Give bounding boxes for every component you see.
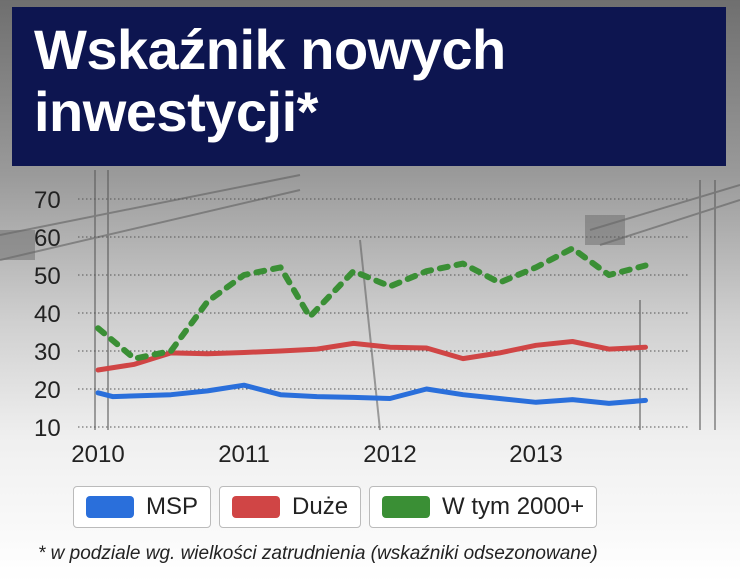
title-line-2: inwestycji* [34, 80, 318, 143]
y-tick-label-50: 50 [34, 263, 61, 290]
x-tick-label-2012: 2012 [363, 441, 416, 468]
chart-title: Wskaźnik nowych inwestycji* [34, 19, 714, 143]
series-line-w-tym-2000- [95, 245, 649, 362]
legend-label-msp: MSP [146, 493, 199, 520]
legend-swatch-w-tym-2000 [382, 496, 431, 518]
y-tick-label-30: 30 [34, 339, 61, 366]
x-tick-label-2010: 2010 [71, 441, 124, 468]
x-tick-label-2011: 2011 [218, 441, 270, 468]
legend-item-msp: MSP [73, 486, 212, 528]
y-tick-label-40: 40 [34, 301, 61, 328]
y-tick-label-60: 60 [34, 225, 61, 252]
series-line-du-e [95, 339, 648, 373]
legend-item-w-tym-2000: W tym 2000+ [369, 486, 598, 528]
series-line-msp [95, 382, 648, 406]
y-tick-label-20: 20 [34, 377, 61, 404]
y-tick-label-10: 10 [34, 415, 61, 442]
title-banner: Wskaźnik nowych inwestycji* [12, 7, 726, 166]
legend-label-w-tym-2000: W tym 2000+ [442, 493, 585, 520]
y-tick-label-70: 70 [34, 187, 61, 214]
footnote: * w podziale wg. wielkości zatrudnienia … [38, 543, 598, 564]
legend-swatch-duze [232, 496, 281, 518]
legend-item-duze: Duże [219, 486, 362, 528]
legend-swatch-msp [86, 496, 134, 518]
legend: MSP Duże W tym 2000+ [73, 486, 598, 530]
x-tick-label-2013: 2013 [509, 441, 562, 468]
legend-label-duze: Duże [292, 493, 349, 520]
title-line-1: Wskaźnik nowych [34, 18, 506, 81]
